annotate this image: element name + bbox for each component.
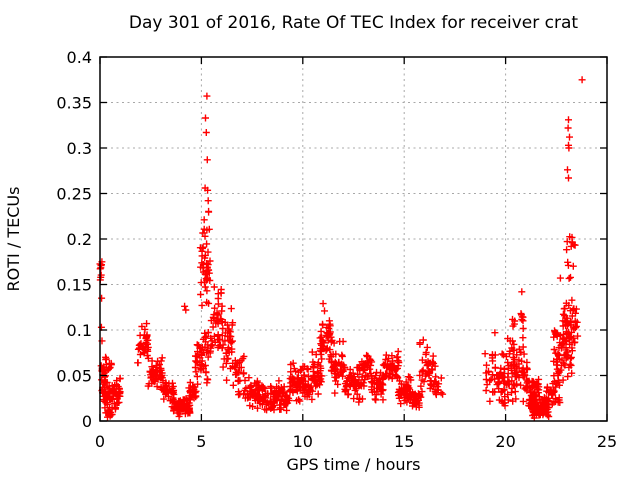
y-tick-label: 0.2 <box>67 230 92 249</box>
gridlines <box>100 57 607 421</box>
x-tick-labels: 0 5 10 15 20 25 <box>95 432 617 451</box>
y-tick-label: 0.35 <box>56 94 92 113</box>
x-axis-label: GPS time / hours <box>287 455 421 474</box>
y-tick-label: 0.05 <box>56 367 92 386</box>
y-tick-label: 0.25 <box>56 185 92 204</box>
x-tick-label: 20 <box>495 432 515 451</box>
y-axis-label: ROTI / TECUs <box>4 187 23 292</box>
y-tick-label: 0 <box>82 412 92 431</box>
y-tick-label: 0.4 <box>67 48 92 67</box>
y-tick-labels: 0 0.05 0.1 0.15 0.2 0.25 0.3 0.35 0.4 <box>56 48 92 431</box>
x-tick-label: 25 <box>597 432 617 451</box>
y-tick-label: 0.3 <box>67 139 92 158</box>
x-tick-label: 15 <box>394 432 414 451</box>
y-tick-label: 0.1 <box>67 321 92 340</box>
y-tick-label: 0.15 <box>56 276 92 295</box>
x-tick-label: 0 <box>95 432 105 451</box>
data-points <box>96 76 586 422</box>
x-tick-label: 5 <box>196 432 206 451</box>
x-tick-label: 10 <box>293 432 313 451</box>
chart-title: Day 301 of 2016, Rate Of TEC Index for r… <box>129 13 578 33</box>
axis-ticks <box>99 56 608 422</box>
roti-plus-markers <box>96 76 586 422</box>
